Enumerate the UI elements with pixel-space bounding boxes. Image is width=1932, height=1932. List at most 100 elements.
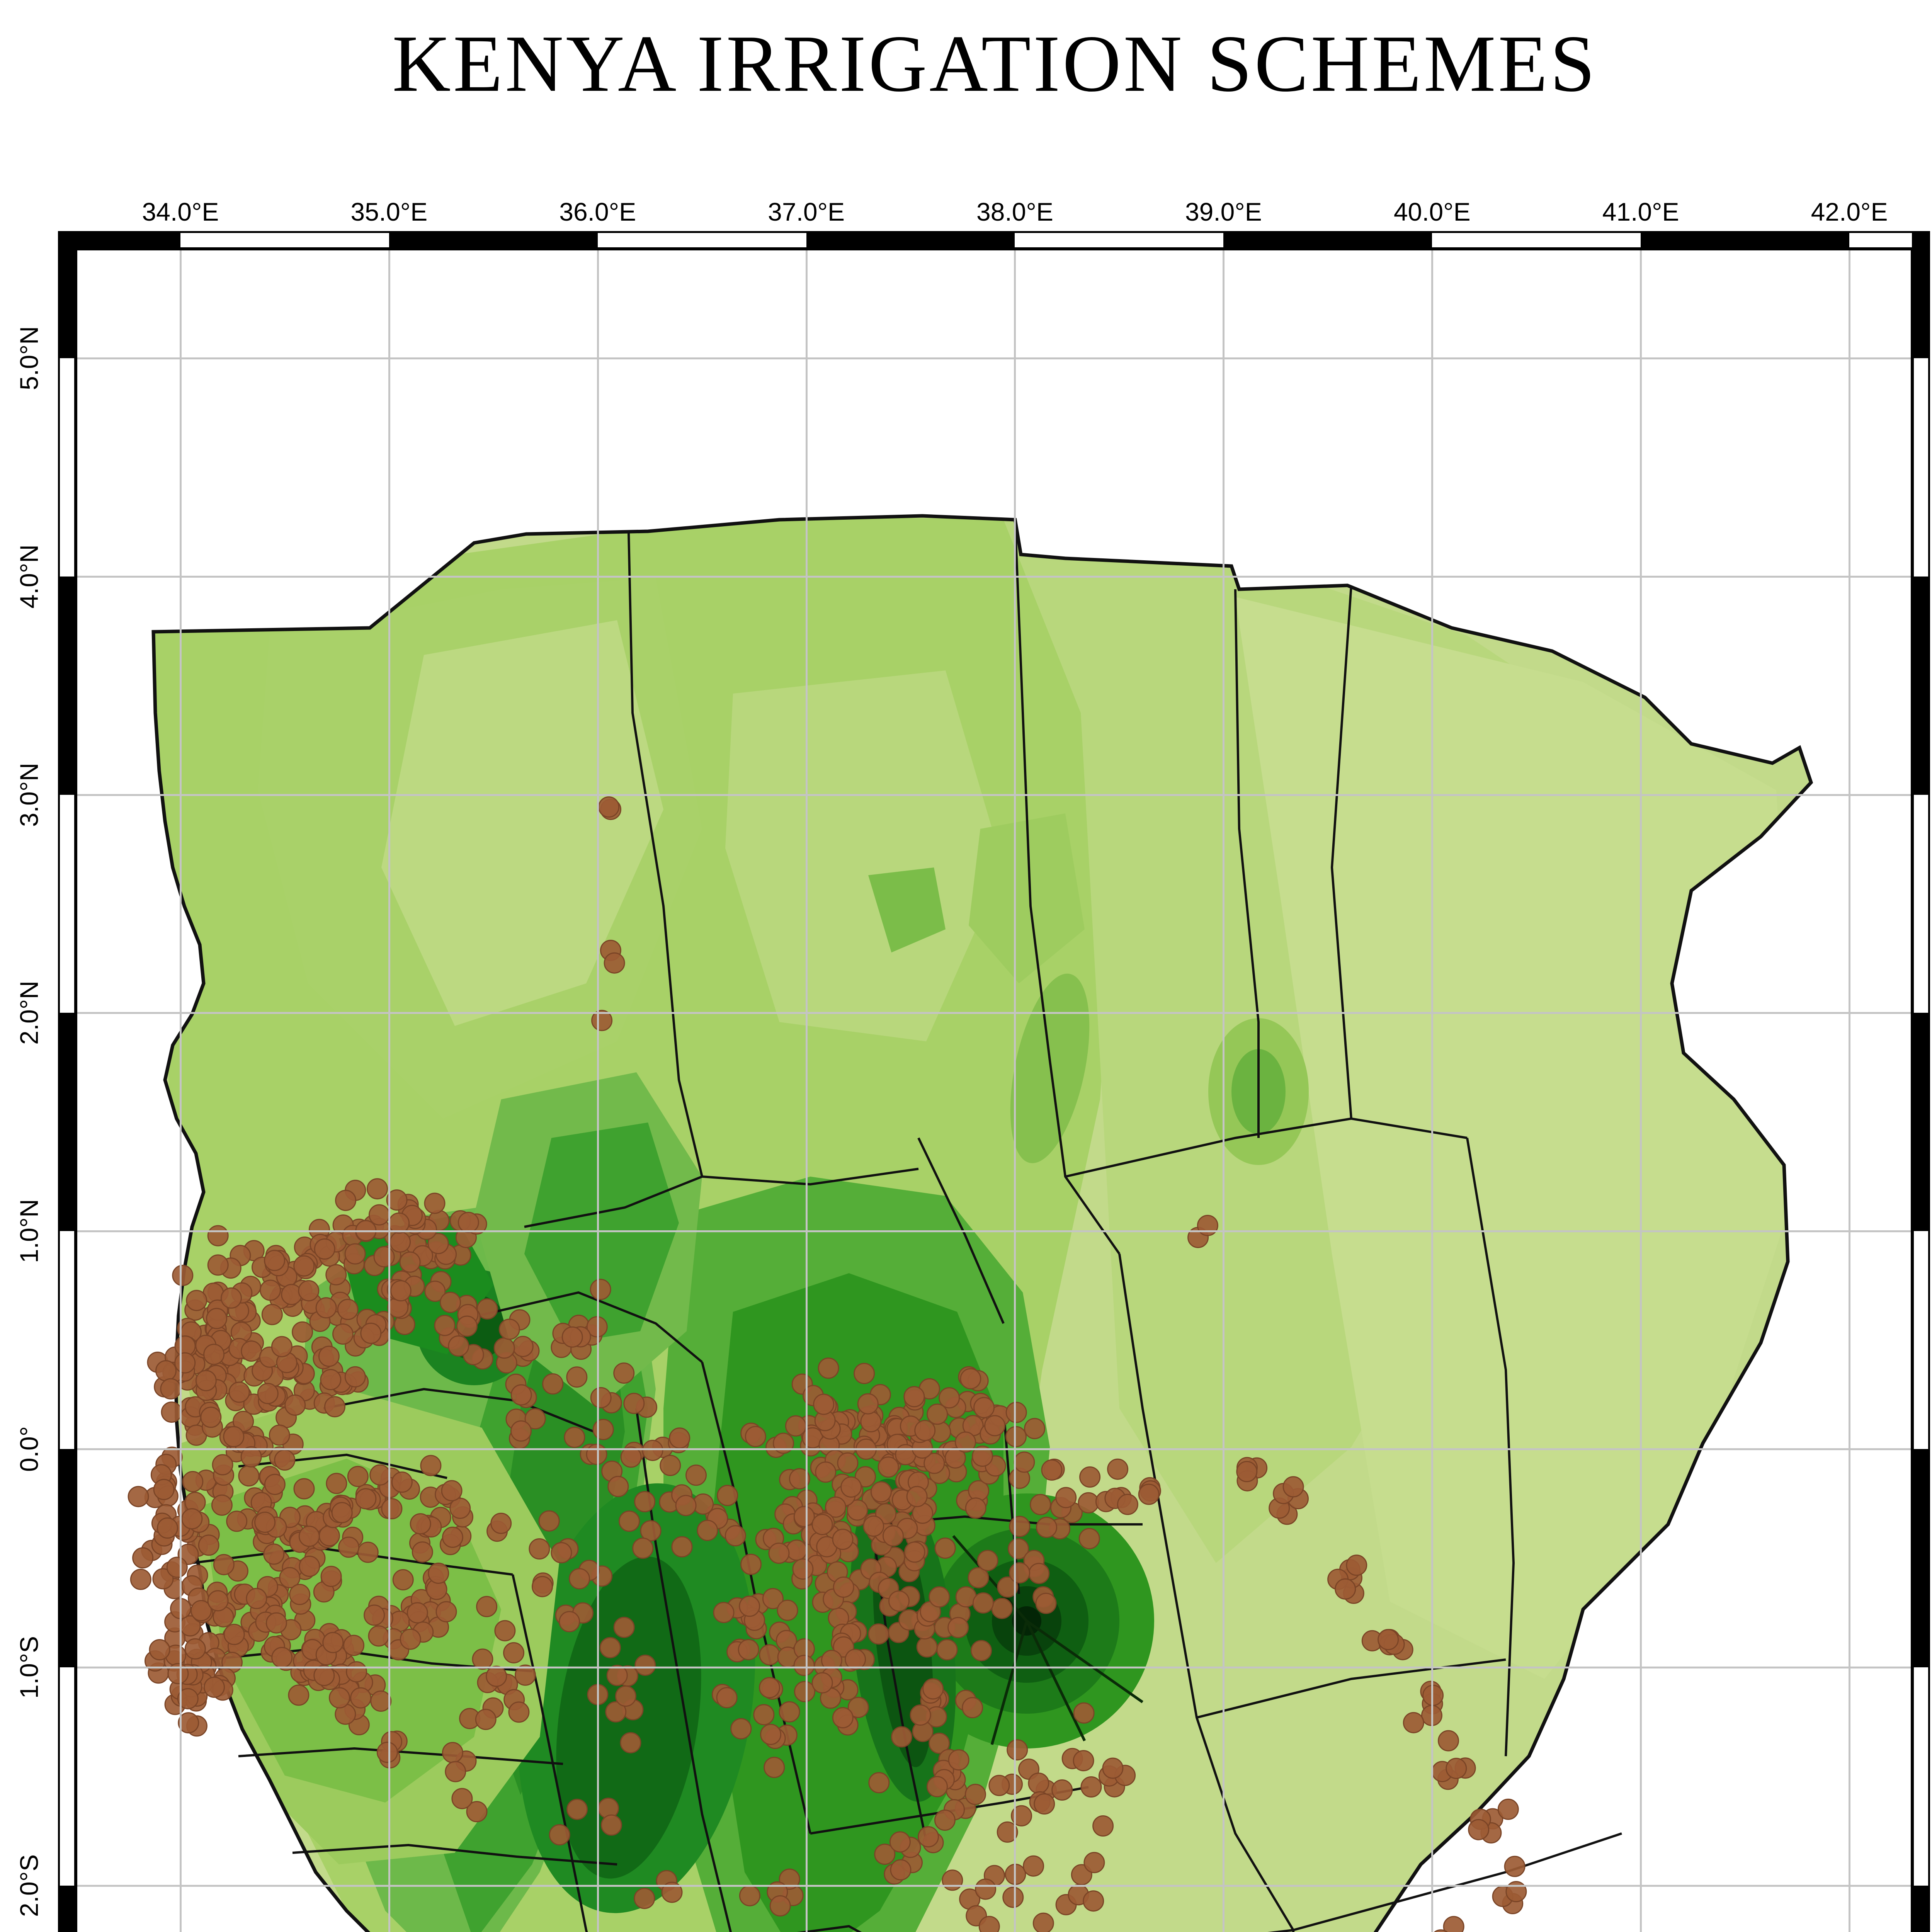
graticule-parallel-0 — [76, 357, 1912, 360]
graticule-parallel-4 — [76, 1230, 1912, 1232]
irrigation-scheme-point — [200, 1406, 222, 1428]
graticule-meridian-3 — [805, 249, 808, 1932]
irrigation-scheme-point — [590, 1279, 611, 1300]
irrigation-scheme-point — [1092, 1815, 1114, 1837]
graticule-meridian-5 — [1223, 249, 1225, 1932]
irrigation-scheme-point — [619, 1510, 640, 1532]
irrigation-scheme-point — [254, 1512, 276, 1533]
irrigation-scheme-point — [428, 1563, 449, 1584]
graticule-parallel-2 — [76, 794, 1912, 796]
irrigation-scheme-point — [840, 1476, 862, 1498]
irrigation-scheme-point — [620, 1732, 641, 1753]
irrigation-scheme-point — [177, 1688, 199, 1709]
irrigation-scheme-point — [991, 1598, 1013, 1619]
irrigation-scheme-point — [605, 1701, 627, 1723]
y-tick-label-0: 5.0°N — [15, 326, 43, 391]
irrigation-scheme-point — [130, 1568, 151, 1590]
irrigation-scheme-point — [591, 1010, 613, 1031]
irrigation-scheme-point — [475, 1709, 497, 1730]
irrigation-scheme-point — [386, 1189, 408, 1211]
irrigation-scheme-point — [128, 1486, 149, 1507]
irrigation-scheme-point — [903, 1386, 925, 1408]
frame-checker-cell — [1914, 794, 1928, 1013]
frame-checker-cell — [1015, 233, 1224, 247]
irrigation-scheme-point — [661, 1881, 683, 1903]
graticule-meridian-8 — [1849, 249, 1851, 1932]
irrigation-scheme-point — [346, 1661, 367, 1683]
irrigation-scheme-point — [685, 1464, 707, 1486]
irrigation-scheme-point — [564, 1427, 585, 1448]
irrigation-scheme-point — [600, 1814, 622, 1836]
irrigation-scheme-point — [785, 1415, 806, 1437]
irrigation-scheme-point — [640, 1520, 662, 1542]
map-canvas[interactable]: Legend Irrigation-Schemes 75075150 km — [76, 249, 1912, 1932]
irrigation-scheme-point — [832, 1707, 854, 1728]
irrigation-scheme-point — [442, 1526, 463, 1548]
irrigation-scheme-point — [350, 1687, 372, 1709]
irrigation-scheme-point — [590, 1387, 612, 1408]
irrigation-scheme-point — [331, 1502, 353, 1524]
x-tick-label-top-0: 34.0°E — [142, 197, 219, 226]
irrigation-scheme-point — [779, 1701, 800, 1723]
irrigation-scheme-point — [1504, 1855, 1526, 1877]
irrigation-scheme-point — [753, 1704, 775, 1726]
frame-checker-cell — [60, 794, 74, 1013]
irrigation-scheme-point — [818, 1357, 839, 1379]
irrigation-scheme-point — [623, 1393, 645, 1414]
frame-checker-cell — [60, 1231, 74, 1449]
irrigation-scheme-point — [157, 1517, 178, 1539]
irrigation-scheme-point — [964, 1784, 986, 1805]
irrigation-scheme-point — [178, 1712, 199, 1734]
irrigation-scheme-point — [889, 1831, 911, 1853]
irrigation-scheme-point — [271, 1647, 293, 1668]
irrigation-scheme-point — [793, 1655, 815, 1676]
irrigation-scheme-point — [206, 1308, 228, 1329]
x-tick-label-top-2: 36.0°E — [559, 197, 636, 226]
irrigation-scheme-point — [883, 1525, 904, 1547]
y-tick-label-5: 0.0° — [15, 1426, 43, 1472]
frame-checker-cell — [60, 1667, 74, 1886]
irrigation-scheme-point — [642, 1440, 663, 1461]
irrigation-scheme-point — [984, 1415, 1006, 1437]
irrigation-scheme-point — [167, 1663, 189, 1684]
irrigation-scheme-point — [490, 1512, 512, 1534]
irrigation-scheme-point — [717, 1485, 738, 1506]
irrigation-scheme-point — [198, 1534, 219, 1556]
irrigation-scheme-point — [740, 1554, 762, 1575]
irrigation-scheme-point — [445, 1761, 466, 1782]
irrigation-scheme-point — [424, 1281, 446, 1302]
x-tick-label-top-5: 39.0°E — [1185, 197, 1262, 226]
irrigation-scheme-point — [1346, 1554, 1367, 1576]
irrigation-scheme-point — [338, 1536, 360, 1558]
irrigation-scheme-point — [343, 1634, 364, 1656]
irrigation-scheme-point — [918, 1826, 939, 1848]
irrigation-scheme-point — [186, 1290, 207, 1311]
irrigation-scheme-point — [870, 1481, 892, 1503]
irrigation-scheme-point — [228, 1381, 250, 1403]
irrigation-scheme-point — [207, 1254, 229, 1276]
irrigation-scheme-point — [184, 1638, 206, 1660]
irrigation-scheme-point — [739, 1595, 760, 1617]
irrigation-scheme-point — [1236, 1461, 1258, 1482]
irrigation-scheme-point — [376, 1742, 398, 1763]
irrigation-scheme-point — [149, 1639, 170, 1660]
irrigation-scheme-point — [906, 1486, 928, 1507]
irrigation-scheme-point — [494, 1620, 516, 1641]
irrigation-scheme-point — [355, 1488, 377, 1510]
irrigation-scheme-point — [369, 1204, 390, 1226]
irrigation-scheme-point — [1024, 1418, 1046, 1439]
irrigation-scheme-point — [223, 1426, 245, 1447]
irrigation-scheme-point — [298, 1280, 320, 1301]
irrigation-scheme-point — [1041, 1459, 1063, 1481]
irrigation-scheme-point — [968, 1567, 989, 1588]
irrigation-scheme-point — [632, 1537, 654, 1559]
irrigation-scheme-point — [369, 1464, 391, 1486]
irrigation-scheme-point — [634, 1655, 656, 1676]
irrigation-scheme-point — [329, 1687, 350, 1709]
irrigation-scheme-point — [181, 1508, 203, 1530]
irrigation-scheme-point — [152, 1568, 174, 1590]
irrigation-scheme-point — [391, 1471, 413, 1493]
irrigation-scheme-point — [457, 1212, 479, 1233]
irrigation-scheme-point — [367, 1178, 388, 1200]
irrigation-scheme-point — [888, 1590, 910, 1612]
